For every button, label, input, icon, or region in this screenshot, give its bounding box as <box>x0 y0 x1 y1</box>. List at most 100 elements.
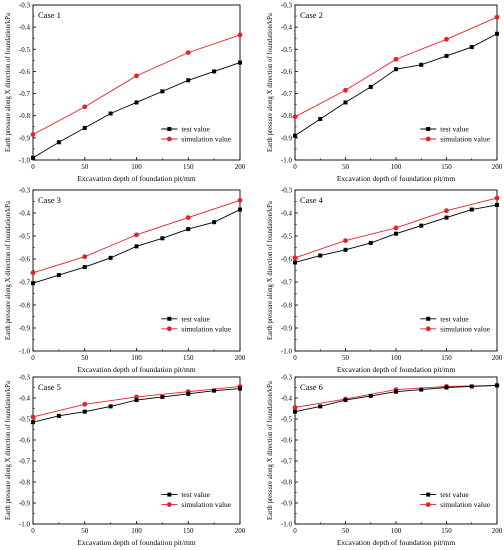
data-point-simulation-value <box>393 56 399 62</box>
x-tick-label: 200 <box>235 163 246 171</box>
data-point-simulation-value <box>343 87 348 93</box>
data-point-test-value <box>444 215 449 220</box>
y-tick-label: -0.5 <box>19 46 31 54</box>
y-tick-label: -0.7 <box>19 279 31 287</box>
legend-marker-square <box>167 316 172 321</box>
legend-label: simulation value <box>440 135 490 144</box>
legend-marker-circle <box>166 136 172 142</box>
data-point-simulation-value <box>494 14 500 20</box>
y-tick-label: -0.9 <box>281 325 293 333</box>
x-tick-label: 50 <box>342 527 350 535</box>
series-line-test-value <box>294 33 498 137</box>
chart-title: Case 3 <box>38 195 61 205</box>
y-tick-label: -0.7 <box>19 90 31 98</box>
data-point-test-value <box>82 265 87 270</box>
data-point-test-value <box>318 117 323 122</box>
data-point-test-value <box>394 67 398 72</box>
x-tick-label: 100 <box>391 527 402 535</box>
legend-marker-square <box>167 492 172 497</box>
y-tick-label: -0.3 <box>19 2 31 10</box>
y-tick-label: -0.4 <box>19 24 31 32</box>
x-tick-label: 150 <box>441 354 452 362</box>
data-point-simulation-value <box>82 254 88 260</box>
data-point-test-value <box>293 260 297 265</box>
legend-marker-circle <box>166 502 172 507</box>
legend-label: simulation value <box>181 500 231 509</box>
x-tick-label: 150 <box>441 527 452 535</box>
data-point-simulation-value <box>343 238 348 244</box>
legend-label: simulation value <box>181 135 231 144</box>
y-tick-label: -0.5 <box>19 416 31 424</box>
data-point-test-value <box>318 253 323 258</box>
x-tick-label: 150 <box>183 163 194 171</box>
x-tick-label: 100 <box>391 163 402 171</box>
chart-panel-2: 0 50 100 150 200 -1.0 -0.9 -0.8 -0.7 -0.6 -0.5 -0.4… <box>267 2 503 184</box>
y-tick-label: -0.5 <box>281 46 293 54</box>
data-point-test-value <box>444 385 449 390</box>
y-tick-label: -0.6 <box>19 68 31 76</box>
chart-title: Case 1 <box>38 10 61 20</box>
data-point-test-value <box>238 386 242 391</box>
data-point-test-value <box>444 53 449 58</box>
data-point-test-value <box>108 111 113 116</box>
x-tick-label: 200 <box>235 354 246 362</box>
chart-title: Case 4 <box>300 195 324 205</box>
y-tick-label: -0.4 <box>19 210 31 218</box>
x-tick-label: 0 <box>31 163 35 171</box>
chart-title: Case 6 <box>300 382 323 392</box>
y-axis-label: Earth pressure along X direction of foun… <box>5 13 12 152</box>
data-point-test-value <box>82 409 87 414</box>
x-tick-label: 0 <box>31 354 35 362</box>
data-point-simulation-value <box>292 255 298 261</box>
x-tick-label: 0 <box>293 527 297 535</box>
y-tick-label: -0.8 <box>281 112 293 120</box>
data-point-test-value <box>495 383 499 388</box>
data-point-test-value <box>495 202 499 207</box>
data-point-test-value <box>495 31 499 36</box>
data-point-test-value <box>31 155 35 160</box>
legend-marker-circle <box>166 326 172 332</box>
data-point-test-value <box>212 69 217 74</box>
y-tick-label: -0.4 <box>281 24 293 32</box>
data-point-test-value <box>343 247 348 252</box>
y-tick-label: -1.0 <box>19 521 31 529</box>
data-point-test-value <box>419 387 424 392</box>
y-tick-label: -1.0 <box>281 157 293 165</box>
y-tick-label: -0.6 <box>281 437 293 445</box>
x-axis-label: Excavation depth of foundation pit/mm <box>77 538 195 547</box>
chart-panel-3: 0 50 100 150 200 -1.0 -0.9 -0.8 -0.7 -0.6 -0.5 -0.4… <box>5 187 246 375</box>
legend-label: test value <box>181 314 210 323</box>
data-point-test-value <box>368 240 373 245</box>
y-tick-label: -0.9 <box>281 500 293 508</box>
y-tick-label: -0.3 <box>281 2 293 10</box>
y-tick-label: -0.3 <box>19 187 31 195</box>
y-tick-label: -0.7 <box>281 279 293 287</box>
legend-label: simulation value <box>440 324 490 333</box>
legend-marker-circle <box>425 326 431 332</box>
x-tick-label: 200 <box>492 527 503 535</box>
y-tick-label: -0.6 <box>281 256 293 264</box>
data-point-simulation-value <box>292 405 298 410</box>
data-point-test-value <box>160 394 165 399</box>
y-tick-label: -0.6 <box>281 68 293 76</box>
data-point-test-value <box>318 404 323 409</box>
data-point-test-value <box>469 207 474 212</box>
data-point-test-value <box>160 89 165 94</box>
data-point-simulation-value <box>237 197 243 203</box>
y-tick-label: -1.0 <box>19 157 31 165</box>
data-point-test-value <box>186 78 191 83</box>
y-tick-label: -0.4 <box>281 210 293 218</box>
x-tick-label: 200 <box>492 354 503 362</box>
data-point-test-value <box>134 100 139 105</box>
y-tick-label: -0.7 <box>19 458 31 466</box>
x-axis-label: Excavation depth of foundation pit/mm <box>77 365 195 374</box>
data-point-test-value <box>31 281 35 286</box>
legend-marker-circle <box>425 136 431 142</box>
data-point-test-value <box>394 389 398 394</box>
data-point-simulation-value <box>134 73 139 79</box>
data-point-test-value <box>212 220 217 225</box>
data-point-test-value <box>293 133 297 138</box>
y-tick-label: -0.3 <box>281 374 293 382</box>
data-point-simulation-value <box>30 132 36 137</box>
data-point-test-value <box>238 60 242 65</box>
